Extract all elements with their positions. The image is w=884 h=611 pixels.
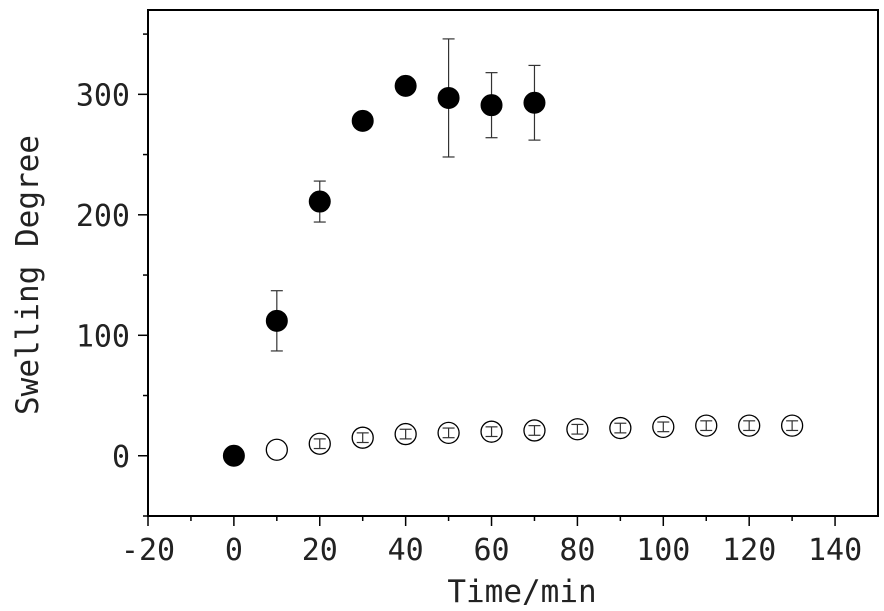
x-tick-label: 60 [473,533,509,568]
x-tick-label: 80 [559,533,595,568]
y-tick-label: 100 [76,319,130,354]
data-point-open [780,414,804,437]
data-point-filled [265,309,288,332]
data-point-filled [222,444,245,467]
x-tick-label: 100 [636,533,690,568]
y-axis-title: Swelling Degree [10,135,46,415]
x-tick-label: 0 [225,533,243,568]
tick-label-group: -20 0 20 40 60 80 100 120 140 0 100 200 300 [76,78,862,568]
y-tick-label: 200 [76,199,130,234]
data-point-filled [351,109,374,132]
x-tick-label: -20 [121,533,175,568]
x-tick-label: 40 [388,533,424,568]
y-tick-label: 0 [112,440,130,475]
data-point-filled [308,190,331,213]
tick-group [138,33,836,526]
x-axis-title: Time/min [447,574,596,610]
data-point-open [351,426,374,449]
plot-frame [147,9,879,517]
x-tick-label: 140 [808,533,862,568]
data-point-open [652,415,675,438]
x-tick-label: 120 [722,533,776,568]
y-tick-label: 300 [76,78,130,113]
data-point-open [609,416,632,440]
data-point-filled [437,86,460,109]
data-point-open [480,420,503,443]
data-point-open [566,418,589,441]
data-point-open [308,432,331,455]
data-point-open [265,438,288,461]
data-point-filled [480,94,503,117]
data-point-open [437,421,460,445]
data-point-open [394,422,417,446]
data-mark-group [222,38,804,467]
data-point-filled [394,74,417,97]
data-point-filled [523,91,546,114]
x-tick-label: 20 [302,533,338,568]
data-point-open [695,414,718,437]
data-point-open [523,419,546,442]
data-point-open [738,414,761,437]
